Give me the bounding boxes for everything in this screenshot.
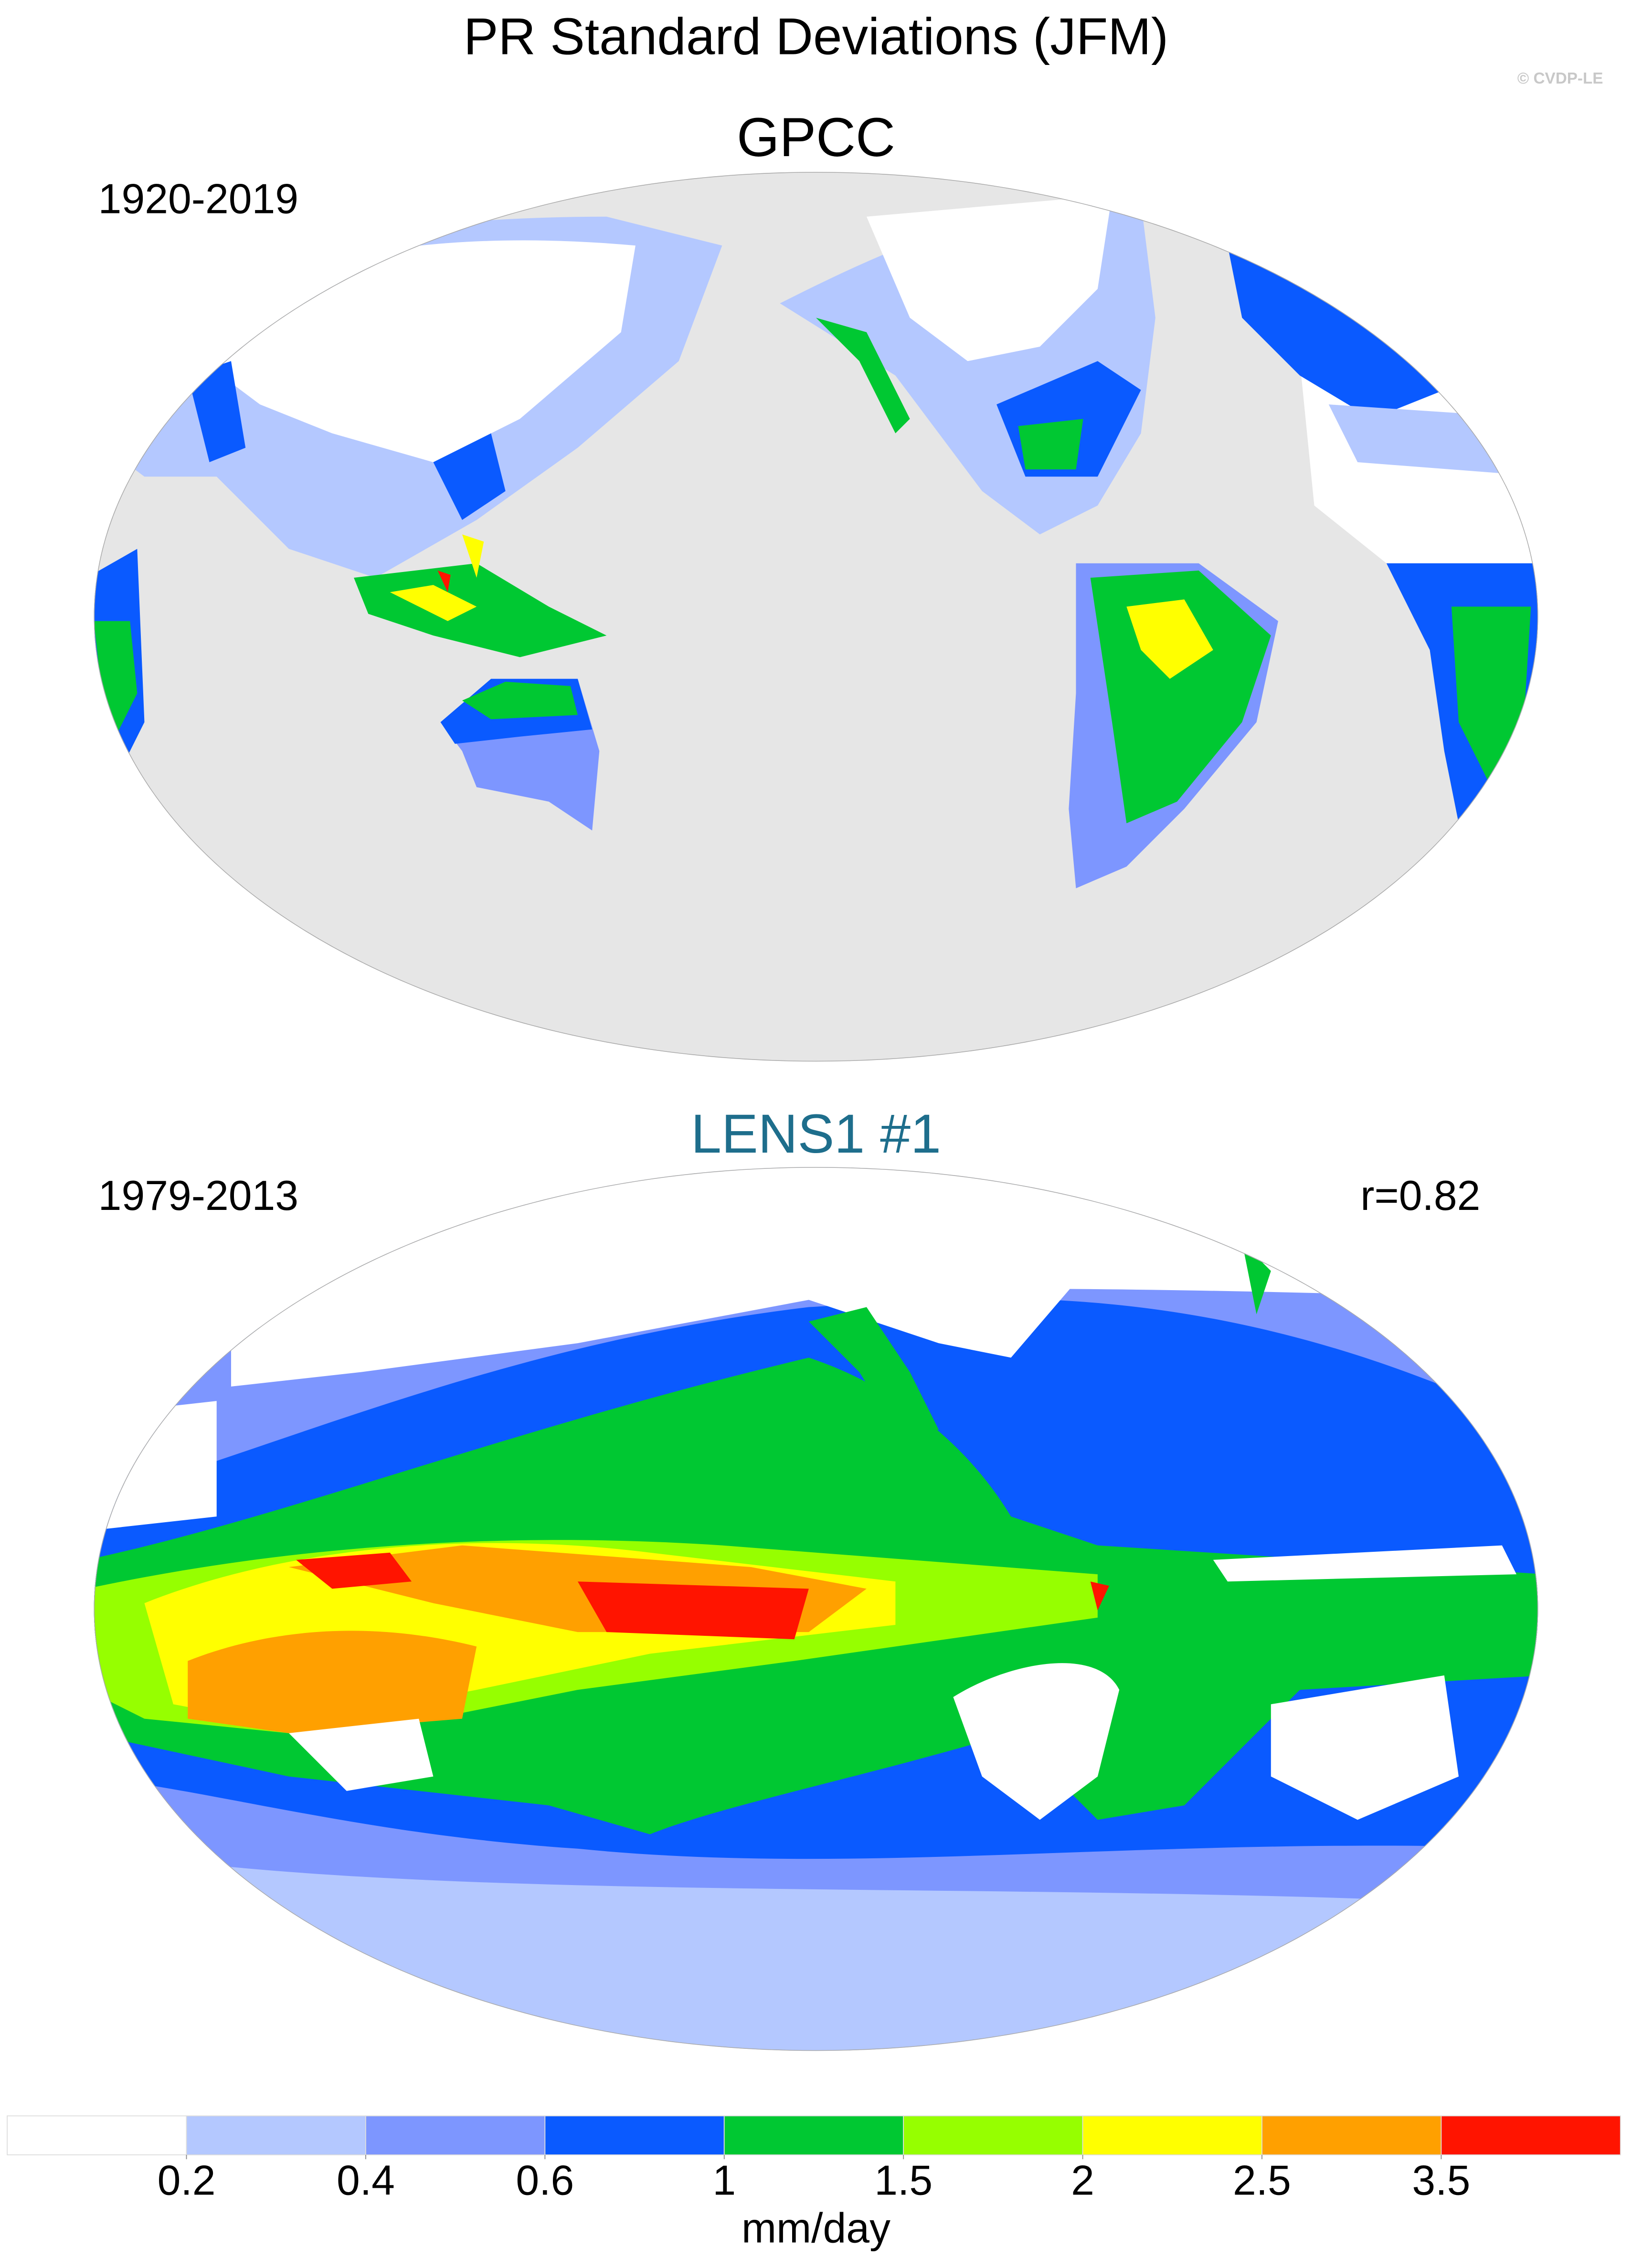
land-region: [1126, 599, 1213, 679]
tick-label: 3.5: [1412, 2157, 1470, 2204]
color-box: [723, 2115, 904, 2155]
tick-label: 0.4: [337, 2157, 395, 2204]
map-bottom: [94, 1167, 1538, 2051]
color-box: [365, 2115, 546, 2155]
panel-title: LENS1 #1: [691, 1103, 941, 1165]
field-region: [231, 1198, 1098, 1387]
panel-stat: r=0.82: [1360, 1172, 1480, 1219]
land-region: [1228, 245, 1444, 419]
field-region: [296, 1552, 1110, 1640]
color-box: [1261, 2115, 1442, 2155]
land-region: [462, 681, 578, 720]
land-region: [816, 318, 910, 434]
tick-label: 0.6: [516, 2157, 574, 2204]
land-region: [390, 534, 484, 621]
color-box: [1441, 2115, 1621, 2155]
field-region: [94, 1401, 1517, 1820]
panel-title: GPCC: [737, 107, 895, 168]
map-top: [94, 172, 1538, 1062]
color-box: [7, 2115, 187, 2155]
colorbar-label: mm/day: [742, 2205, 890, 2252]
color-box: [1082, 2115, 1262, 2155]
colorbar: 0.2 0.4 0.6 1 1.5 2 2.5 3.5: [7, 2115, 1621, 2204]
tick-label: 1: [712, 2157, 736, 2204]
land-region: [437, 570, 451, 593]
color-box: [186, 2115, 366, 2155]
color-box: [544, 2115, 725, 2155]
color-box: [903, 2115, 1083, 2155]
panel-period: 1979-2013: [98, 1172, 298, 1219]
tick-label: 0.2: [158, 2157, 216, 2204]
tick-label: 1.5: [874, 2157, 933, 2204]
figure-title: PR Standard Deviations (JFM): [464, 8, 1168, 66]
tick-label: 2.5: [1233, 2157, 1291, 2204]
land-region: [354, 563, 607, 657]
land-region: [188, 361, 506, 520]
land-region: [866, 195, 1113, 361]
land-region: [1018, 419, 1083, 470]
tick-label: 2: [1071, 2157, 1094, 2204]
panel-period: 1920-2019: [98, 176, 298, 223]
credit: © CVDP-LE: [1517, 70, 1603, 87]
